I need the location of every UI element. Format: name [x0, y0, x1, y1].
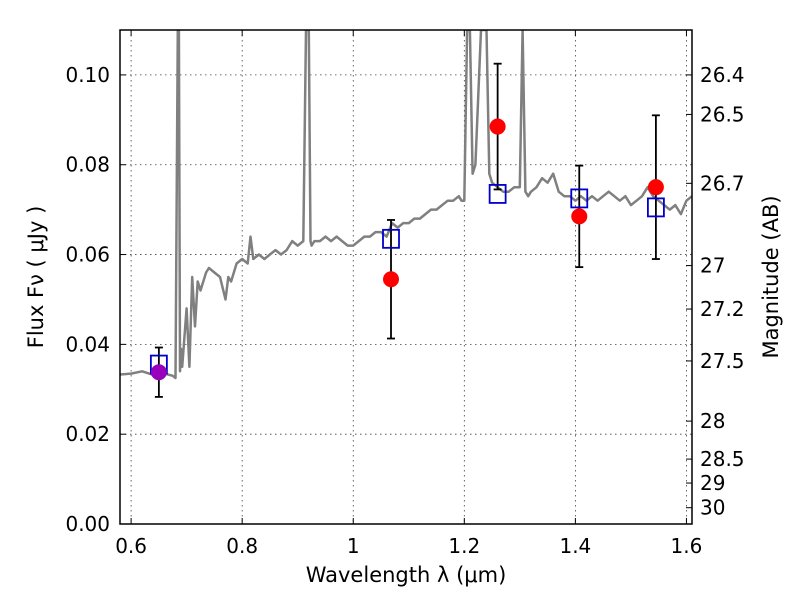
observed-point — [571, 208, 588, 225]
y-tick-label: 0.02 — [65, 422, 110, 446]
y-tick-label: 0.04 — [65, 332, 110, 356]
observed-point — [150, 364, 167, 381]
mag-tick-label: 26.4 — [700, 63, 745, 87]
y-tick-label: 0.00 — [65, 512, 110, 536]
spectrum-line — [120, 30, 692, 380]
plot-frame — [119, 29, 693, 525]
x-tick-label: 0.8 — [226, 534, 258, 558]
mag-tick-label: 30 — [700, 496, 725, 520]
model-point — [570, 188, 589, 209]
mag-tick-label: 27 — [700, 254, 725, 278]
model-point — [647, 197, 665, 218]
mag-tick-label: 26.5 — [700, 102, 745, 126]
x-axis-label: Wavelength λ (μm) — [306, 563, 507, 587]
x-tick-label: 1.6 — [671, 534, 703, 558]
y-tick-label: 0.10 — [65, 63, 110, 87]
observed-point — [383, 271, 400, 288]
right-axis-label: Magnitude (AB) — [759, 195, 783, 358]
y-tick-label: 0.06 — [65, 243, 110, 267]
model-point — [488, 184, 507, 204]
mag-tick-label: 29 — [700, 471, 725, 495]
x-tick-label: 1.4 — [559, 534, 591, 558]
observed-point — [489, 118, 506, 135]
ticks-layer: 0.6 0.8 1 1.2 1.4 1.6 0.00 0.02 0.04 0.06 0.08 0.10… — [65, 30, 745, 558]
data-layer — [120, 30, 692, 398]
model-point — [382, 228, 400, 249]
x-tick-label: 1 — [347, 534, 360, 558]
mag-tick-label: 26.7 — [700, 171, 745, 195]
y-tick-label: 0.08 — [65, 153, 110, 177]
mag-tick-label: 27.5 — [700, 349, 745, 373]
observed-point — [647, 179, 664, 196]
x-tick-label: 1.2 — [448, 534, 480, 558]
mag-tick-label: 28.5 — [700, 447, 745, 471]
mag-tick-label: 28 — [700, 409, 725, 433]
mag-tick-label: 27.2 — [700, 297, 745, 321]
x-tick-label: 0.6 — [115, 534, 147, 558]
y-axis-label: Flux Fν ( μJy ) — [24, 206, 48, 349]
